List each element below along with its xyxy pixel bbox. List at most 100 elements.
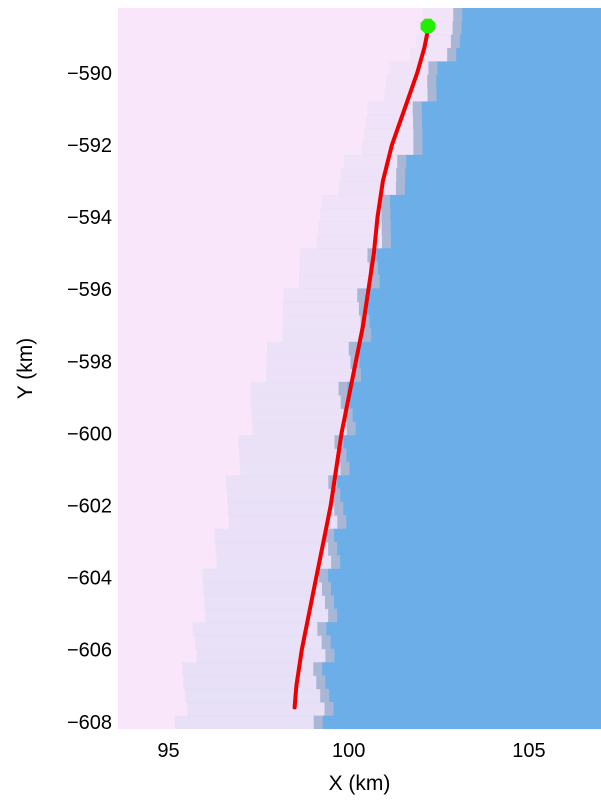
water-cell — [391, 234, 601, 249]
water-cell — [343, 502, 601, 516]
shoreline-cell — [340, 461, 352, 476]
transition-cell — [227, 502, 344, 516]
transition-cell — [252, 421, 356, 436]
transition-cell — [226, 488, 341, 503]
water-cell — [337, 475, 601, 490]
water-cell — [456, 48, 601, 63]
transition-cell — [340, 168, 406, 183]
shoreline-cell — [397, 154, 409, 169]
water-cell — [334, 528, 601, 543]
water-cell — [333, 702, 601, 717]
transition-cell — [299, 248, 377, 263]
shoreline-cell — [338, 381, 350, 396]
shoreline-cell — [395, 181, 407, 196]
shoreline-cell — [317, 622, 329, 637]
shoreline-cell — [370, 275, 382, 289]
plot-area — [118, 8, 601, 729]
y-tick-label: −596 — [67, 279, 112, 301]
shoreline-cell — [313, 662, 325, 677]
transition-cell — [182, 662, 323, 677]
shoreline-cell — [321, 635, 333, 650]
transition-cell — [192, 622, 327, 637]
transition-cell — [202, 568, 328, 583]
y-tick-label: −602 — [67, 495, 112, 517]
shoreline-cell — [360, 315, 372, 330]
water-cell — [326, 622, 601, 637]
water-cell — [366, 288, 601, 303]
shoreline-cell — [452, 21, 464, 36]
water-cell — [422, 128, 601, 143]
transition-cell — [266, 355, 360, 370]
water-cell — [343, 435, 601, 450]
shoreline-cell — [331, 555, 343, 570]
water-cell — [436, 74, 601, 89]
transition-cell — [266, 341, 358, 356]
water-cell — [361, 368, 601, 383]
transition-cell — [251, 408, 353, 423]
shoreline-cell — [396, 168, 408, 183]
transition-cell — [238, 435, 344, 450]
water-cell — [367, 301, 601, 316]
trajectory-line — [292, 27, 430, 710]
transition-cell — [386, 74, 437, 89]
transition-cell — [321, 194, 391, 209]
transition-cell — [266, 368, 362, 383]
shoreline-cell — [413, 141, 425, 156]
water-cell — [379, 275, 601, 289]
water-cell — [349, 461, 601, 476]
water-cell — [322, 662, 601, 677]
shoreline-cell — [325, 648, 337, 663]
water-cell — [347, 381, 601, 396]
water-cell — [459, 34, 601, 49]
transition-cell — [283, 301, 368, 316]
water-cell — [337, 608, 601, 623]
water-cell — [371, 328, 601, 343]
water-cell — [390, 194, 601, 209]
y-axis: −590 −592 −594 −596 −598 −600 −602 −604 −606 −608 — [67, 63, 112, 734]
water-cell — [404, 181, 601, 196]
shoreline-cell — [318, 568, 330, 583]
shoreline-cell — [346, 421, 358, 436]
water-cell — [329, 688, 601, 703]
transition-cell — [194, 635, 331, 650]
shoreline-cell — [328, 542, 340, 557]
shoreline-cell — [337, 515, 349, 530]
water-cell — [334, 648, 601, 663]
shoreline-cell — [320, 688, 332, 703]
x-tick-label: 100 — [332, 740, 365, 762]
shoreline-cell — [453, 8, 465, 22]
water-cell — [461, 21, 601, 36]
shoreline-cell — [381, 194, 393, 209]
shoreline-cell — [357, 288, 369, 303]
water-cell — [352, 408, 601, 423]
shoreline-cell — [382, 234, 394, 249]
shoreline-cell — [381, 221, 393, 236]
water-cell — [390, 208, 601, 223]
shoreline-cell — [316, 675, 328, 690]
start-marker — [420, 18, 436, 34]
shoreline-cell — [325, 528, 337, 543]
water-cell — [437, 61, 601, 76]
transition-cell — [422, 8, 463, 22]
shoreline-cell — [427, 88, 439, 103]
transition-cell — [215, 542, 338, 557]
water-cell — [357, 341, 601, 356]
y-tick-label: −592 — [67, 135, 112, 157]
water-cell — [327, 568, 601, 583]
shoreline-cell — [412, 101, 424, 116]
water-cell — [346, 515, 601, 530]
transition-cell — [316, 234, 392, 249]
transition-cell — [298, 275, 380, 289]
water-cell — [346, 448, 601, 463]
water-cell — [337, 542, 601, 557]
water-cell — [378, 261, 601, 276]
shoreline-cell — [413, 128, 425, 143]
shoreline-cell — [369, 261, 381, 276]
water-cell — [369, 315, 601, 330]
transition-cell — [299, 261, 379, 276]
y-tick-label: −604 — [67, 568, 112, 590]
transition-cell — [174, 715, 323, 729]
transition-cell — [364, 128, 423, 143]
transition-cell — [205, 608, 338, 623]
x-tick-label: 95 — [157, 740, 179, 762]
